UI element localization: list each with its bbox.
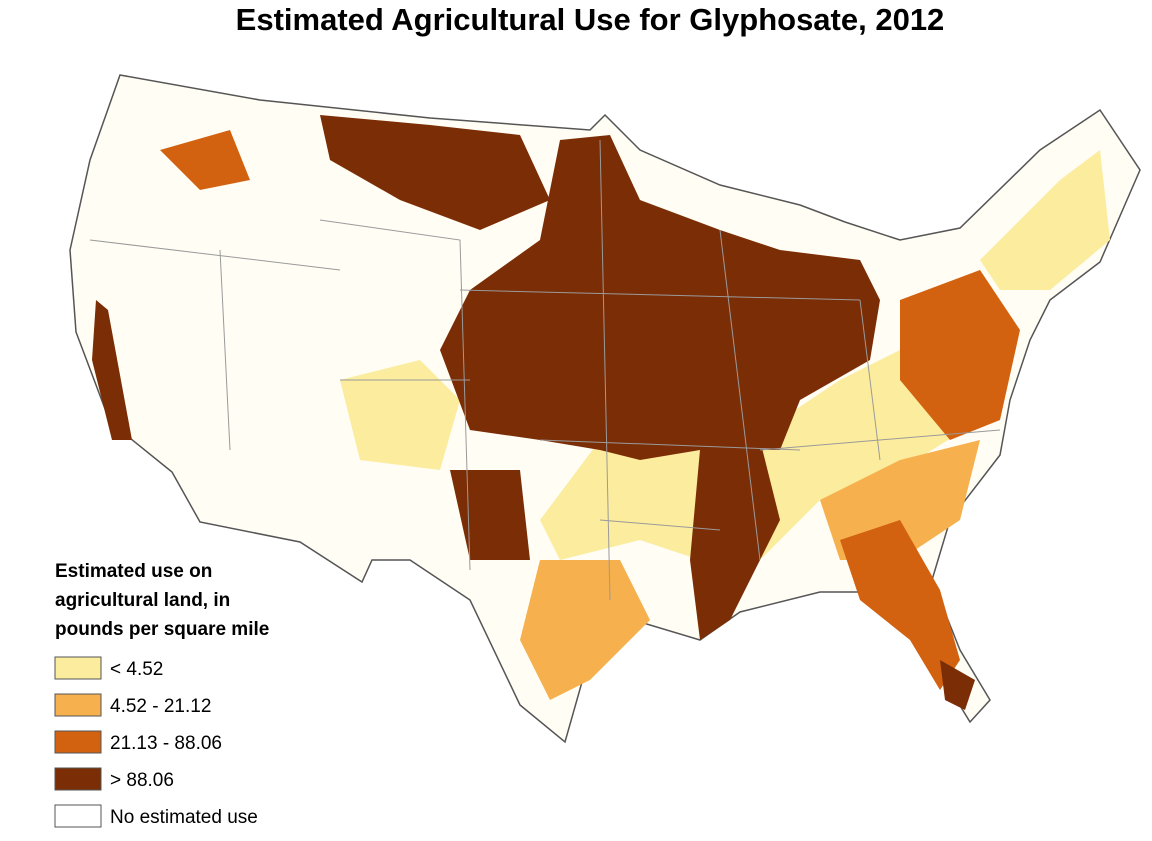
map-title: Estimated Agricultural Use for Glyphosat… <box>236 2 945 37</box>
legend-swatch <box>54 767 102 791</box>
legend-label: > 88.06 <box>110 770 174 791</box>
usage-region <box>900 270 1020 440</box>
usage-region <box>450 470 530 560</box>
usage-region <box>840 520 960 690</box>
legend-label: 21.13 - 88.06 <box>110 733 222 754</box>
state-borders <box>89 139 1001 601</box>
legend-title-line: pounds per square mile <box>55 619 269 640</box>
legend-swatch <box>54 730 102 754</box>
usage-region <box>160 130 250 190</box>
usage-region <box>320 115 550 230</box>
legend-label: No estimated use <box>110 807 258 828</box>
legend-label: < 4.52 <box>110 659 163 680</box>
legend-swatch <box>54 693 102 717</box>
usage-region <box>340 360 460 470</box>
usage-region <box>980 150 1110 290</box>
usage-region <box>690 440 780 640</box>
usage-region <box>520 560 650 700</box>
usage-region <box>92 300 132 440</box>
map <box>69 74 1141 744</box>
usage-region <box>940 660 975 710</box>
legend-title-line: Estimated use on <box>55 561 212 582</box>
usage-region <box>820 440 980 560</box>
usage-region <box>440 135 880 460</box>
legend-title-line: agricultural land, in <box>55 590 230 611</box>
legend-label: 4.52 - 21.12 <box>110 696 211 717</box>
legend-swatch <box>54 804 102 828</box>
legend-swatch <box>54 656 102 680</box>
legend: Estimated use on agricultural land, in p… <box>54 561 269 828</box>
